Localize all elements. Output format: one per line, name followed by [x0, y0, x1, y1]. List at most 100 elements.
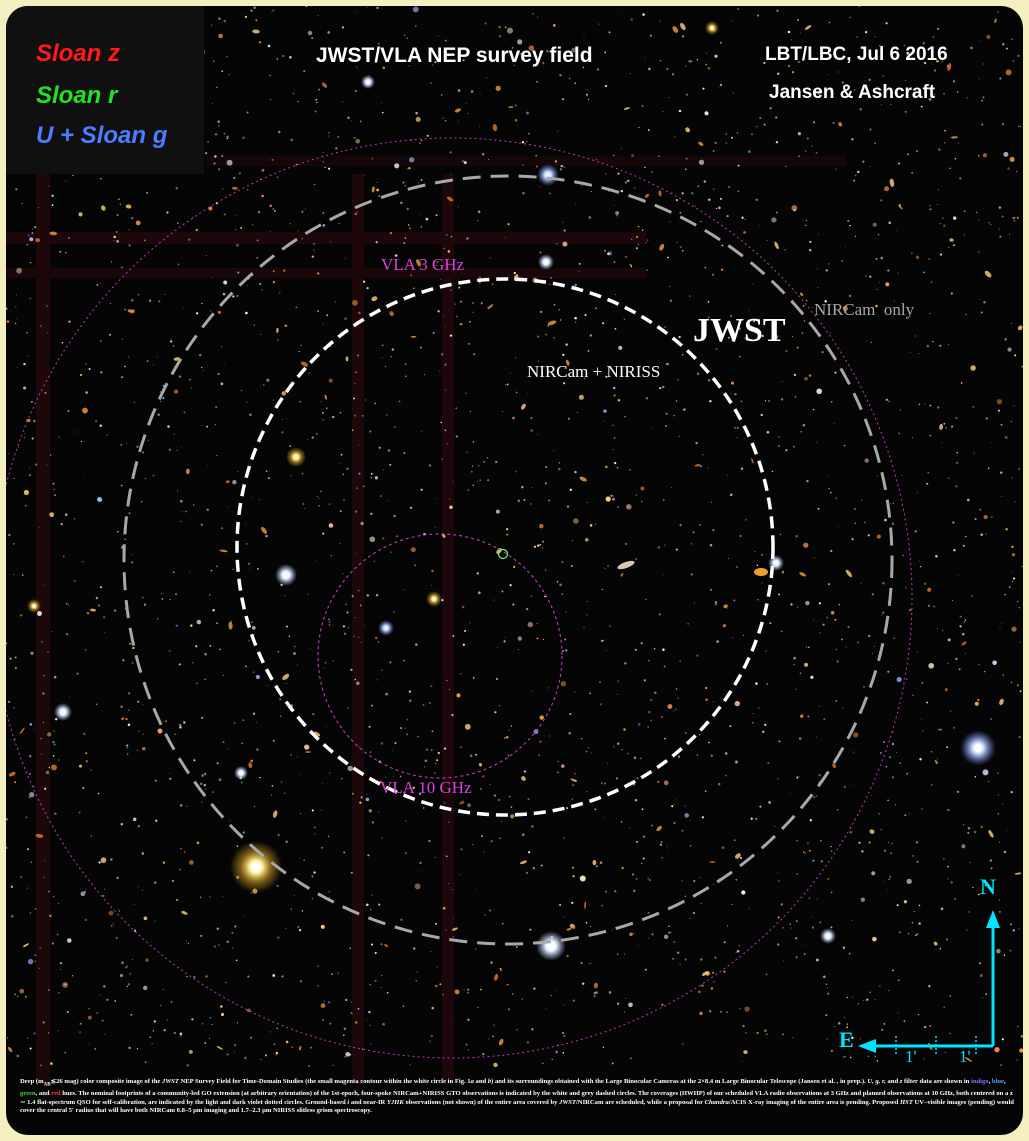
star	[558, 462, 560, 464]
star	[201, 774, 204, 777]
star	[817, 507, 820, 510]
star	[796, 839, 799, 842]
star	[487, 479, 490, 482]
star	[831, 850, 833, 852]
star	[74, 518, 76, 520]
star	[467, 489, 470, 491]
star	[159, 1034, 161, 1036]
star	[690, 543, 693, 545]
star	[275, 1051, 279, 1055]
star	[285, 840, 288, 843]
star	[517, 649, 519, 651]
star	[366, 286, 369, 290]
star	[808, 849, 811, 852]
star	[260, 333, 262, 335]
star	[185, 510, 187, 513]
star	[624, 415, 626, 418]
star	[507, 223, 510, 226]
star	[235, 959, 238, 962]
star	[236, 1022, 238, 1024]
star	[90, 835, 92, 837]
star	[997, 11, 999, 13]
star	[443, 747, 447, 750]
star	[943, 1006, 945, 1009]
star	[186, 975, 188, 978]
star	[179, 726, 182, 729]
star	[809, 819, 812, 822]
star	[753, 320, 756, 323]
star	[351, 429, 354, 432]
star	[29, 237, 34, 242]
star	[47, 651, 49, 653]
star	[842, 1056, 845, 1058]
star	[314, 833, 316, 835]
star	[131, 661, 134, 665]
star	[947, 662, 949, 664]
galaxy	[7, 1046, 13, 1053]
star	[735, 951, 737, 953]
star	[701, 333, 704, 337]
star	[414, 25, 417, 27]
star	[848, 952, 851, 955]
star	[318, 497, 320, 500]
star	[894, 804, 897, 806]
star	[168, 448, 172, 451]
star	[27, 234, 30, 237]
star	[128, 692, 131, 695]
star	[631, 873, 635, 876]
star	[492, 1035, 494, 1038]
star	[721, 846, 725, 849]
star	[400, 201, 403, 205]
star	[259, 283, 262, 286]
star	[932, 1049, 934, 1050]
star	[13, 574, 15, 576]
star	[207, 141, 209, 143]
star	[583, 626, 585, 629]
star	[162, 988, 164, 991]
star	[82, 786, 85, 790]
star	[603, 420, 605, 422]
star	[631, 238, 633, 241]
galaxy	[49, 231, 58, 236]
galaxy	[492, 124, 498, 132]
star	[258, 498, 261, 501]
star	[903, 900, 908, 904]
star	[380, 986, 382, 989]
star	[684, 813, 689, 818]
star	[607, 762, 609, 764]
star	[217, 310, 221, 314]
star	[380, 102, 382, 104]
star	[495, 509, 500, 514]
star	[231, 947, 233, 949]
star	[420, 179, 423, 181]
star	[544, 482, 547, 485]
star	[790, 603, 793, 606]
galaxy	[592, 859, 597, 866]
star	[907, 933, 910, 935]
star	[355, 138, 361, 144]
star	[1005, 47, 1008, 50]
star	[793, 373, 797, 377]
star	[202, 424, 204, 426]
star	[201, 302, 203, 305]
star	[493, 794, 497, 797]
star	[478, 591, 481, 594]
galaxy	[454, 108, 461, 113]
star	[843, 444, 846, 447]
star	[957, 91, 959, 93]
galaxy	[510, 814, 515, 819]
star	[862, 999, 865, 1002]
star	[538, 754, 541, 757]
star	[710, 987, 714, 990]
star	[730, 392, 732, 394]
star	[420, 213, 422, 215]
star	[868, 78, 871, 82]
star	[904, 80, 906, 82]
star	[951, 599, 953, 602]
star	[100, 371, 103, 374]
star	[987, 467, 990, 470]
star	[226, 1053, 229, 1056]
star	[616, 693, 618, 695]
galaxy	[1014, 872, 1022, 875]
star	[460, 848, 463, 851]
